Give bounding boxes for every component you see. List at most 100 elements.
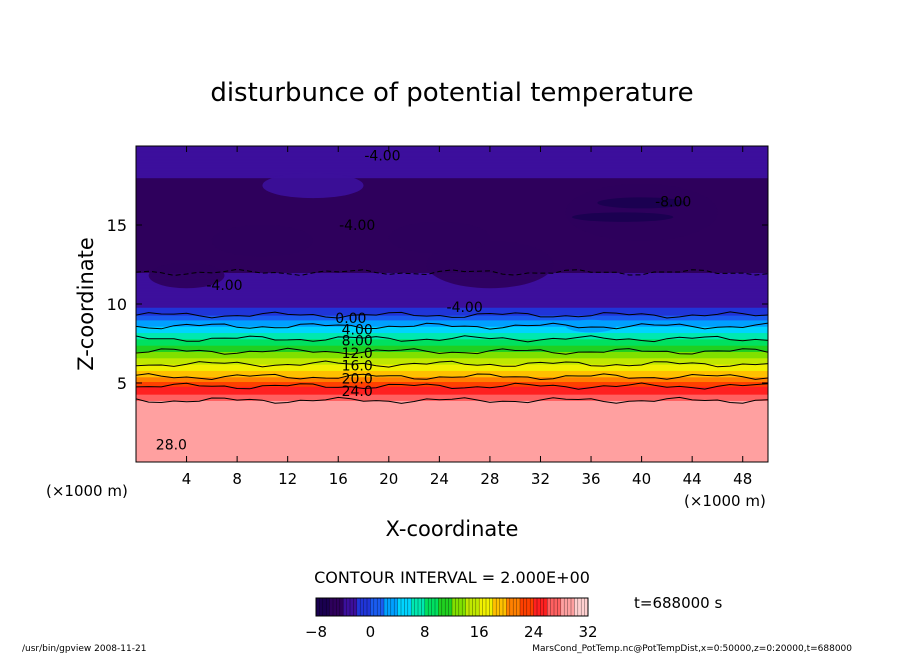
field-strip [136,390,768,394]
field-strip [136,147,768,150]
colorbar-cell [486,598,490,616]
plot-area [136,146,768,462]
colorbar-cell [496,598,500,616]
field-strip [136,438,768,441]
field-strip [136,187,768,190]
field-strip [136,149,768,152]
contour-label: -4.00 [206,278,242,294]
anomaly-patch [597,197,686,209]
field-strip [136,455,768,458]
y-axis-label: Z-coordinate [74,237,98,371]
contour-line [136,373,768,381]
field-strip [136,174,768,177]
y-tick-label: 15 [107,216,127,235]
colorbar-cell [445,598,449,616]
field-strip [136,321,768,324]
field-strip [136,411,768,414]
colorbar-cell [424,598,429,616]
field-strip [136,315,768,318]
field-strip [136,297,768,300]
field-strip [136,196,768,199]
anomaly-patch [426,240,554,289]
x-axis-label: X-coordinate [386,517,519,541]
field-strip [136,345,768,348]
field-strip [136,308,768,311]
y-tick-label: 5 [117,374,127,393]
colorbar-cell [438,598,443,616]
colorbar-cell [554,598,558,616]
field-strip [136,179,768,182]
field-strip [136,185,768,188]
colorbar-cell [452,598,456,616]
field-strip [136,349,768,352]
contour-lines [136,268,768,404]
field-strip [136,447,768,450]
field-strip [136,397,768,400]
field-strip [136,428,768,431]
field-strip [136,359,768,362]
colorbar-cell [346,598,351,616]
contour-interval-text: CONTOUR INTERVAL = 2.000E+00 [314,568,590,587]
field-strip [136,352,768,356]
field-strip [136,419,768,422]
colorbar-cell [472,598,477,616]
field-strip [136,296,768,299]
contour-label: -4.00 [364,148,400,164]
colorbar-cell [353,598,358,616]
field-strip [136,441,768,444]
colorbar-cell [567,598,572,616]
field-strip [136,202,768,206]
colorbar-cell [571,598,575,616]
field-strip [136,300,768,304]
field-strip [136,381,768,384]
x-axis-ticks: 4 8 12 16 20 24 28 32 36 40 44 48 [182,146,752,488]
colorbar-cell [492,598,497,616]
anomaly-patch [572,212,674,222]
colorbar-cell [584,598,589,616]
field-strip [136,420,768,424]
field-strip [136,401,768,405]
field-strip [136,389,768,392]
field-strip [136,157,768,160]
colorbar-cell [387,598,392,616]
colorbar-cell [540,598,545,616]
field-strip [136,364,768,367]
field-strip [136,406,768,409]
field-strip [136,326,768,329]
colorbar-cell [414,598,419,616]
field-strip [136,330,768,334]
colorbar-cell [513,598,517,616]
colorbar-cell [380,598,385,616]
footer-right: MarsCond_PotTemp.nc@PotTempDist,x=0:5000… [532,644,852,654]
anomaly-patch [388,221,490,254]
field-strip [136,172,768,176]
field-strip [136,324,768,327]
contour-label: 0.00 [335,311,366,327]
y-tick-label: 10 [107,295,127,314]
field-strip [136,160,768,163]
x-tick-label: 4 [182,470,192,488]
field-strip [136,283,768,286]
x-unit-left: (×1000 m) [46,482,128,500]
x-tick-label: 16 [329,470,348,488]
field-strip [136,373,768,376]
field-strip [136,379,768,383]
field-strip [136,386,768,389]
field-strip [136,375,768,378]
field-strip [136,220,768,223]
field-strip [136,288,768,291]
field-strip [136,212,768,215]
contour-label: 20.0 [342,371,373,387]
contour-label: -8.00 [655,194,691,210]
field-strip [136,405,768,408]
field-strip [136,413,768,416]
field-strip [136,164,768,168]
field-strip [136,155,768,158]
field-strip [136,365,768,368]
field-strip [136,166,768,169]
contour-line [136,382,768,390]
field-strip [136,176,768,179]
contour-label: -4.00 [339,218,375,234]
field-strip [136,299,768,302]
field-strip [136,313,768,316]
